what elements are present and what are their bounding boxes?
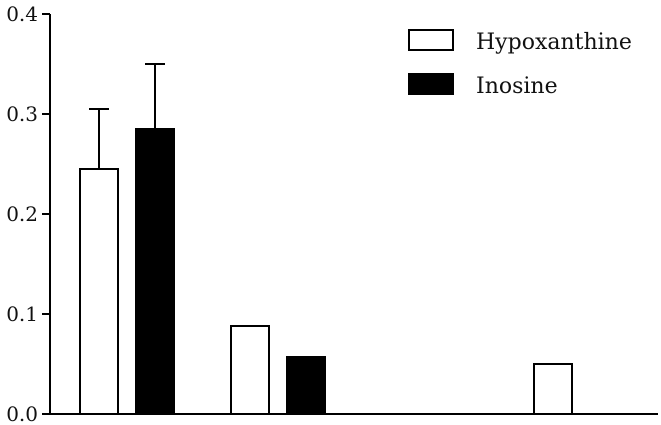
legend-swatch-inosine (408, 73, 454, 95)
y-tick-label: 0.3 (6, 102, 38, 126)
y-axis: 0.0 0.1 0.2 0.3 0.4 (6, 2, 51, 425)
y-tick-label: 0.0 (6, 402, 38, 425)
legend-label-hypoxanthine: Hypoxanthine (476, 30, 632, 55)
bar-inosine-2 (286, 356, 326, 415)
legend: Hypoxanthine Inosine (408, 29, 632, 99)
error-bars (89, 63, 165, 169)
y-tick-label: 0.4 (6, 2, 38, 26)
legend-swatch-hypoxanthine (408, 29, 454, 51)
y-tick-label: 0.2 (6, 202, 38, 226)
bars (79, 128, 573, 415)
bar-hypoxanthine-3 (533, 363, 573, 415)
bar-inosine-1 (135, 128, 175, 415)
y-tick-label: 0.1 (6, 302, 38, 326)
legend-label-inosine: Inosine (476, 74, 558, 99)
bar-hypoxanthine-2 (230, 325, 270, 415)
bar-hypoxanthine-1 (79, 168, 119, 415)
